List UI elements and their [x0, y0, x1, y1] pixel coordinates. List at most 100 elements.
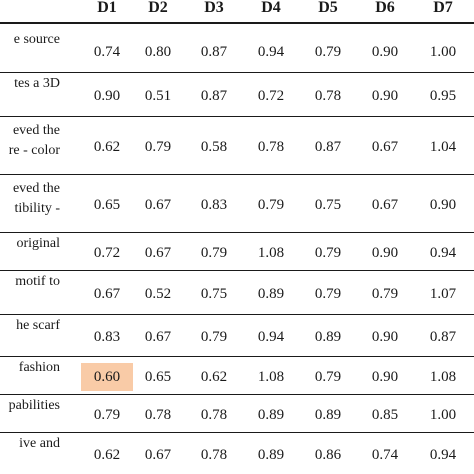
table-row: tes a 3D 0.90 0.51 0.87 0.72 0.78 0.90 0.95 [0, 72, 474, 116]
table-row: original 0.72 0.67 0.79 1.08 0.79 0.90 0.94 [0, 232, 474, 270]
row-label-line: tibility - [14, 201, 61, 216]
value-cell: 0.83 [200, 197, 228, 213]
row-divider [0, 432, 474, 433]
value-cell: 0.79 [314, 44, 342, 60]
table-row: motif to 0.67 0.52 0.75 0.89 0.79 0.79 1.07 [0, 270, 474, 314]
value-cell: 0.83 [93, 329, 121, 345]
value-cell: 0.79 [314, 369, 342, 385]
row-label-line: motif to [15, 274, 60, 289]
value-cell: 1.04 [429, 139, 457, 155]
value-cell: 0.87 [429, 329, 457, 345]
value-cell: 0.79 [144, 139, 172, 155]
value-cell: 0.67 [144, 329, 172, 345]
table-row: pabilities 0.79 0.78 0.78 0.89 0.89 0.85 1.00 [0, 394, 474, 432]
row-label-line: e source [13, 32, 60, 47]
value-cell: 0.67 [371, 197, 399, 213]
value-cell: 0.67 [144, 447, 172, 463]
row-label-line: eved the [12, 181, 60, 196]
row-label-line: pabilities [8, 398, 60, 413]
value-cell: 0.90 [371, 44, 399, 60]
column-header-d2: D2 [148, 0, 168, 16]
value-cell: 0.87 [314, 139, 342, 155]
row-divider [0, 394, 474, 395]
row-divider [0, 356, 474, 357]
column-header-d7: D7 [433, 0, 453, 16]
value-cell: 0.74 [371, 447, 399, 463]
value-cell: 0.90 [371, 369, 399, 385]
value-cell: 0.90 [371, 245, 399, 261]
value-cell: 0.90 [429, 197, 457, 213]
value-cell: 0.62 [93, 447, 121, 463]
column-header-d4: D4 [261, 0, 281, 16]
row-divider [0, 270, 474, 271]
value-cell: 0.89 [257, 447, 285, 463]
row-label-line: tes a 3D [14, 76, 60, 91]
row-label: motif to [0, 272, 60, 292]
value-cell: 0.85 [371, 407, 399, 423]
value-cell: 0.79 [371, 286, 399, 302]
column-header-d5: D5 [318, 0, 338, 16]
value-cell: 0.78 [314, 88, 342, 104]
value-cell: 0.90 [93, 88, 121, 104]
value-cell: 0.89 [314, 329, 342, 345]
row-label-line: re - color [8, 143, 60, 158]
highlighted-cell: 0.60 [81, 363, 133, 391]
row-divider [0, 314, 474, 315]
value-cell: 0.79 [257, 197, 285, 213]
row-label: tes a 3D [0, 74, 60, 94]
row-divider [0, 116, 474, 117]
row-label: e source [0, 30, 60, 50]
row-divider [0, 72, 474, 73]
value-cell: 1.00 [429, 407, 457, 423]
row-label: he scarf [0, 316, 60, 336]
value-cell: 0.89 [257, 407, 285, 423]
row-label: pabilities [0, 396, 60, 416]
value-cell: 0.78 [200, 407, 228, 423]
value-cell: 0.79 [314, 286, 342, 302]
value-cell: 0.79 [314, 245, 342, 261]
value-cell: 0.94 [257, 329, 285, 345]
row-label: eved the re - color [0, 121, 60, 161]
row-label-line: original [16, 236, 60, 251]
value-cell: 0.51 [144, 88, 172, 104]
value-cell: 0.94 [257, 44, 285, 60]
value-cell: 0.87 [200, 88, 228, 104]
value-cell: 0.90 [371, 329, 399, 345]
value-cell: 0.86 [314, 447, 342, 463]
row-label: ive and [0, 434, 60, 454]
value-cell: 0.79 [200, 245, 228, 261]
value-cell: 1.00 [429, 44, 457, 60]
value-cell: 0.72 [93, 245, 121, 261]
column-header-d3: D3 [204, 0, 224, 16]
value-cell: 0.52 [144, 286, 172, 302]
value-cell: 0.75 [200, 286, 228, 302]
value-cell: 1.08 [257, 245, 285, 261]
value-cell: 0.78 [200, 447, 228, 463]
value-cell: 1.08 [257, 369, 285, 385]
value-cell: 0.58 [200, 139, 228, 155]
header-rule [0, 22, 474, 24]
value-cell: 0.65 [144, 369, 172, 385]
table-row: e source 0.74 0.80 0.87 0.94 0.79 0.90 1.00 [0, 28, 474, 72]
value-cell: 0.72 [257, 88, 285, 104]
row-divider [0, 232, 474, 233]
column-header-d1: D1 [97, 0, 117, 16]
value-cell: 0.67 [144, 245, 172, 261]
value-cell: 0.89 [257, 286, 285, 302]
table-row: eved the tibility - 0.65 0.67 0.83 0.79 0.75 0.… [0, 174, 474, 232]
row-label: eved the tibility - [0, 179, 60, 219]
value-cell: 0.67 [144, 197, 172, 213]
row-label-line: ive and [19, 436, 60, 451]
row-label-line: eved the [12, 123, 60, 138]
value-cell: 0.65 [93, 197, 121, 213]
value-cell: 0.67 [93, 286, 121, 302]
value-cell: 0.62 [93, 139, 121, 155]
value-cell: 0.79 [200, 329, 228, 345]
row-divider [0, 174, 474, 175]
value-cell: 1.08 [429, 369, 457, 385]
value-cell: 0.80 [144, 44, 172, 60]
value-cell: 0.90 [371, 88, 399, 104]
row-label-line: he scarf [16, 318, 60, 333]
table-row: eved the re - color 0.62 0.79 0.58 0.78 0.87 0.… [0, 116, 474, 174]
row-label: original [0, 234, 60, 254]
